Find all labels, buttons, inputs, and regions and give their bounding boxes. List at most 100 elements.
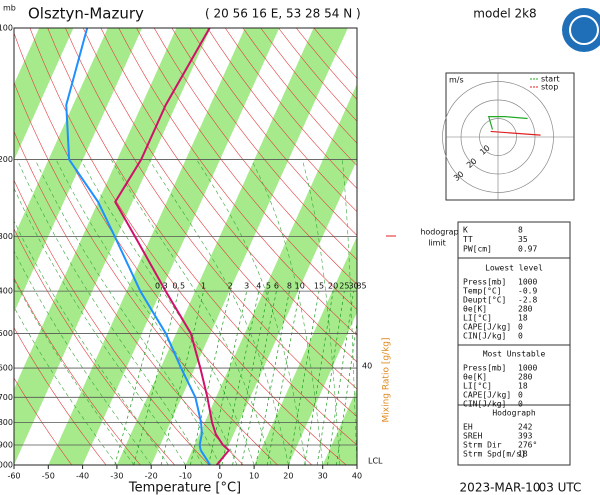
x-tick-label: 10 <box>249 472 259 481</box>
dry-adiabat <box>82 28 357 390</box>
x-axis-label: Temperature [°C] <box>128 481 241 495</box>
mixing-ratio-tick-label: 2 <box>228 282 233 291</box>
stats-frame <box>457 221 571 466</box>
stat-value: 393 <box>518 432 533 441</box>
isotherm-band <box>254 236 357 465</box>
stat-label: CIN[J/kg] <box>463 332 506 341</box>
annotation: limit <box>428 239 446 248</box>
moist-adiabat <box>250 159 323 465</box>
stat-label: CIN[J/kg] <box>463 400 506 409</box>
stat-value: 0 <box>518 323 523 332</box>
dry-adiabat <box>14 327 107 465</box>
x-tick-label: -40 <box>76 472 89 481</box>
time: 03 UTC <box>539 481 582 495</box>
mixing-ratio-tick-label: 0.3 <box>155 282 168 291</box>
mixing-ratio-line <box>316 291 345 465</box>
dry-adiabat <box>118 28 357 336</box>
profile-line <box>114 28 231 465</box>
stat-value: 0 <box>518 391 523 400</box>
mixing-ratio-tick-label: 35 <box>356 282 366 291</box>
stat-label: PW[cm] <box>463 245 492 254</box>
x-tick-label: -10 <box>179 472 192 481</box>
dry-adiabat <box>14 81 278 465</box>
hodograph-frame <box>445 72 575 201</box>
dry-adiabat <box>171 28 357 261</box>
mixing-ratio-label: Mixing Ratio [g/kg] <box>382 337 392 422</box>
stat-value: 18 <box>518 382 528 391</box>
isotherm-band <box>14 28 143 313</box>
profile-line <box>65 28 212 465</box>
model: model 2k8 <box>473 7 536 21</box>
date: 2023-MAR-10 <box>460 481 541 495</box>
hodo-ring <box>442 81 554 193</box>
moist-adiabat <box>14 250 152 465</box>
annotation: hodograph <box>420 228 463 237</box>
x-tick-label: 20 <box>283 472 293 481</box>
mixing-ratio-tick-label: 8 <box>287 282 292 291</box>
stat-label: θe[K] <box>463 373 487 382</box>
stat-label: Temp[°C] <box>463 287 502 296</box>
hodo-line <box>490 130 541 136</box>
y-tick-label: 600 <box>0 364 13 373</box>
hodo-unit: m/s <box>449 76 464 85</box>
subtitle: ( 20 56 16 E, 53 28 54 N ) <box>205 7 361 21</box>
dry-adiabat <box>207 28 357 213</box>
stat-value: -2.8 <box>518 296 537 305</box>
y-tick-label: 900 <box>0 441 13 450</box>
stat-label: CAPE[J/kg] <box>463 323 511 332</box>
y-tick-label: 800 <box>0 418 13 427</box>
stat-value: -0.9 <box>518 287 537 296</box>
stat-value: 1000 <box>518 364 537 373</box>
hodo-line <box>487 116 528 130</box>
stat-value: 0.97 <box>518 245 537 254</box>
dry-adiabat <box>153 28 357 285</box>
stat-label: CAPE[J/kg] <box>463 391 511 400</box>
stat-value: 35 <box>518 235 528 244</box>
mixing-ratio-tick-label: 4 <box>256 282 261 291</box>
moist-adiabat <box>111 159 272 465</box>
section-title: Lowest level <box>485 264 543 273</box>
mixing-ratio-tick-label: 6 <box>274 282 279 291</box>
y-tick-label: 1000 <box>0 461 13 470</box>
isotherm-band <box>322 388 357 465</box>
stat-value: 18 <box>518 450 528 459</box>
dry-adiabat <box>136 28 357 311</box>
stat-label: LI[°C] <box>463 382 492 391</box>
stat-value: 1000 <box>518 278 537 287</box>
annotation: LCL <box>368 457 383 466</box>
stat-label: K <box>463 226 468 235</box>
y-tick-label: 400 <box>0 287 13 296</box>
mixing-ratio-line <box>114 291 162 465</box>
dry-adiabat <box>14 32 313 465</box>
stat-value: 18 <box>518 314 528 323</box>
hodo-ring <box>460 99 536 175</box>
y-tick-label: 100 <box>0 24 13 33</box>
stat-label: Press[mb] <box>463 278 506 287</box>
stat-label: θe[K] <box>463 305 487 314</box>
x-tick-label: -30 <box>110 472 123 481</box>
x-tick-label: 30 <box>318 472 328 481</box>
plot-area <box>14 28 357 465</box>
y-tick-label: 300 <box>0 232 13 241</box>
y-tick-label: 200 <box>0 155 13 164</box>
section-title: Most Unstable <box>483 350 546 359</box>
stat-label: SREH <box>463 432 482 441</box>
mixing-ratio-tick-label: 25 <box>339 282 349 291</box>
y-unit: mb <box>3 4 16 13</box>
isotherm-band <box>185 83 357 465</box>
mixing-ratio-tick-label: 3 <box>244 282 249 291</box>
y-tick-label: 500 <box>0 329 13 338</box>
dry-adiabat <box>65 28 357 418</box>
stat-label: Press[mb] <box>463 364 506 373</box>
mixing-ratio-tick-label: 1 <box>201 282 206 291</box>
dry-adiabat <box>47 28 357 446</box>
mixing-ratio-tick-label: 15 <box>314 282 324 291</box>
stat-value: 242 <box>518 423 533 432</box>
logo <box>562 8 600 52</box>
dry-adiabat <box>14 130 244 465</box>
mixing-ratio-tick-label: 0.5 <box>172 282 185 291</box>
stat-value: 0 <box>518 332 523 341</box>
dry-adiabat <box>14 277 141 465</box>
dry-adiabat <box>14 377 73 465</box>
